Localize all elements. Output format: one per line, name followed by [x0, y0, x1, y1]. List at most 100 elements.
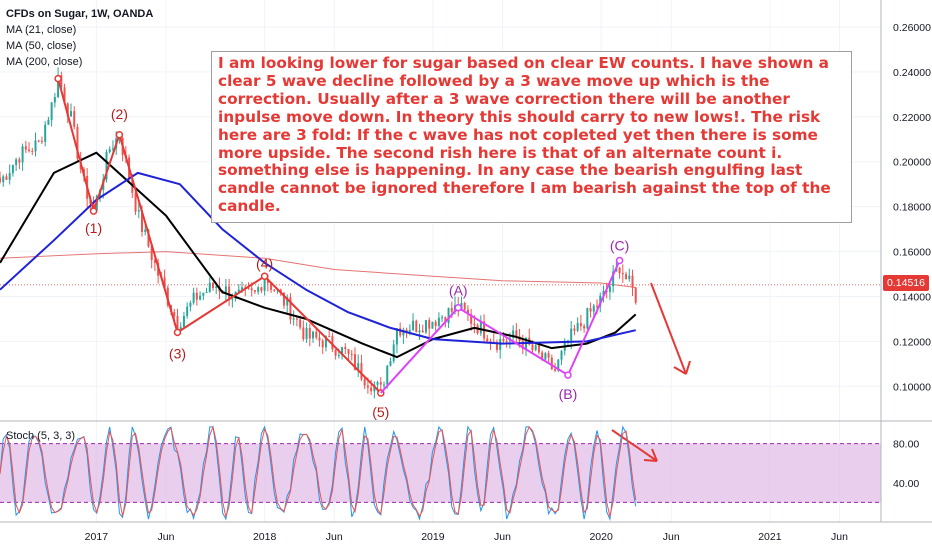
corrective-wave-line	[380, 260, 621, 394]
candle-body	[612, 271, 615, 287]
candle-body	[228, 286, 231, 300]
candle-body	[47, 119, 50, 125]
candle-body	[176, 316, 179, 331]
analysis-note: I am looking lower for sugar based on cl…	[211, 51, 852, 223]
candle-body	[392, 344, 395, 362]
candle-body	[350, 353, 353, 355]
ma50-line	[0, 171, 636, 345]
ma200-line	[0, 251, 636, 288]
candle-body	[15, 159, 18, 165]
candle-body	[599, 295, 602, 307]
stoch-tick-label: 40.00	[893, 478, 919, 490]
y-tick-label: 0.10000	[893, 381, 931, 393]
candle-body	[224, 286, 227, 294]
candle-body	[50, 102, 53, 120]
candle-body	[182, 316, 185, 328]
candle-body	[34, 140, 37, 152]
y-tick-label: 0.16000	[893, 247, 931, 259]
candle-body	[202, 292, 205, 296]
candle-body	[144, 229, 147, 232]
candle-body	[428, 320, 431, 329]
legend-ma21[interactable]: MA (21, close)	[6, 24, 77, 36]
candle-body	[531, 344, 534, 351]
wave-label-red: (1)	[85, 220, 102, 236]
candle-body	[37, 140, 40, 142]
candle-body	[579, 323, 582, 326]
candle-body	[631, 275, 634, 288]
legend-ma200[interactable]: MA (200, close)	[6, 56, 83, 68]
candle-body	[592, 305, 595, 312]
chart-title: CFDs on Sugar, 1W, OANDA	[6, 8, 154, 20]
y-tick-label: 0.24000	[893, 67, 931, 79]
candle-body	[257, 287, 260, 292]
x-tick-label: Jun	[157, 531, 174, 543]
wave-point	[115, 131, 124, 139]
stoch-legend[interactable]: Stoch (5, 3, 3)	[6, 430, 76, 442]
candle-body	[231, 298, 234, 300]
x-tick-label: 2021	[758, 531, 782, 543]
candle-body	[215, 286, 218, 288]
candle-body	[412, 320, 415, 331]
candle-body	[211, 282, 214, 288]
candle-body	[466, 309, 469, 315]
candle-body	[331, 336, 334, 350]
candle-body	[57, 75, 60, 98]
candle-body	[299, 319, 302, 328]
candle-body	[199, 295, 202, 300]
ma21-line	[0, 151, 637, 359]
candle-body	[302, 327, 305, 340]
candle-body	[73, 111, 76, 127]
candle-body	[28, 149, 31, 151]
candle-body	[63, 87, 66, 104]
candle-body	[286, 297, 289, 306]
candle-body	[444, 317, 447, 323]
candle-body	[328, 336, 331, 338]
candle-body	[431, 321, 434, 329]
candle-body	[544, 353, 547, 360]
candle-body	[163, 277, 166, 288]
candle-body	[208, 282, 211, 292]
candle-body	[315, 331, 318, 338]
candle-body	[344, 347, 347, 350]
candle-body	[250, 288, 253, 291]
candle-body	[441, 317, 444, 319]
candle-body	[621, 273, 624, 275]
candle-body	[18, 159, 21, 163]
stoch-arrow-head	[643, 448, 658, 462]
candle-body	[31, 150, 34, 152]
candle-body	[625, 274, 628, 280]
candle-body	[383, 384, 386, 386]
ma200-line	[0, 251, 636, 288]
candle-body	[173, 311, 176, 317]
candle-body	[473, 323, 476, 326]
candle-body	[399, 328, 402, 336]
candle-body	[292, 318, 295, 320]
legend-ma50[interactable]: MA (50, close)	[6, 40, 77, 52]
candle-body	[370, 387, 373, 392]
y-tick-label: 0.12000	[893, 336, 931, 348]
candle-body	[241, 287, 244, 290]
candle-body	[40, 140, 43, 142]
bearish-projection-arrow	[650, 282, 687, 375]
y-tick-label: 0.20000	[893, 157, 931, 169]
candle-body	[186, 306, 189, 317]
candle-body	[437, 317, 440, 326]
candle-body	[247, 287, 250, 289]
candle-body	[147, 229, 150, 247]
candle-body	[470, 314, 473, 324]
candle-body	[486, 338, 489, 342]
candle-body	[137, 210, 140, 212]
candle-body	[305, 328, 308, 340]
wave-point	[564, 371, 572, 379]
candle-body	[150, 246, 153, 261]
impulse-wave-line	[57, 78, 382, 394]
candle-body	[66, 103, 69, 117]
moving-averages	[0, 151, 637, 359]
candle-body	[5, 176, 8, 180]
candle-body	[205, 291, 208, 293]
wave-point	[89, 207, 98, 215]
candle-body	[450, 307, 453, 312]
candle-body	[24, 146, 27, 150]
wave-label-purple: (C)	[610, 238, 629, 254]
